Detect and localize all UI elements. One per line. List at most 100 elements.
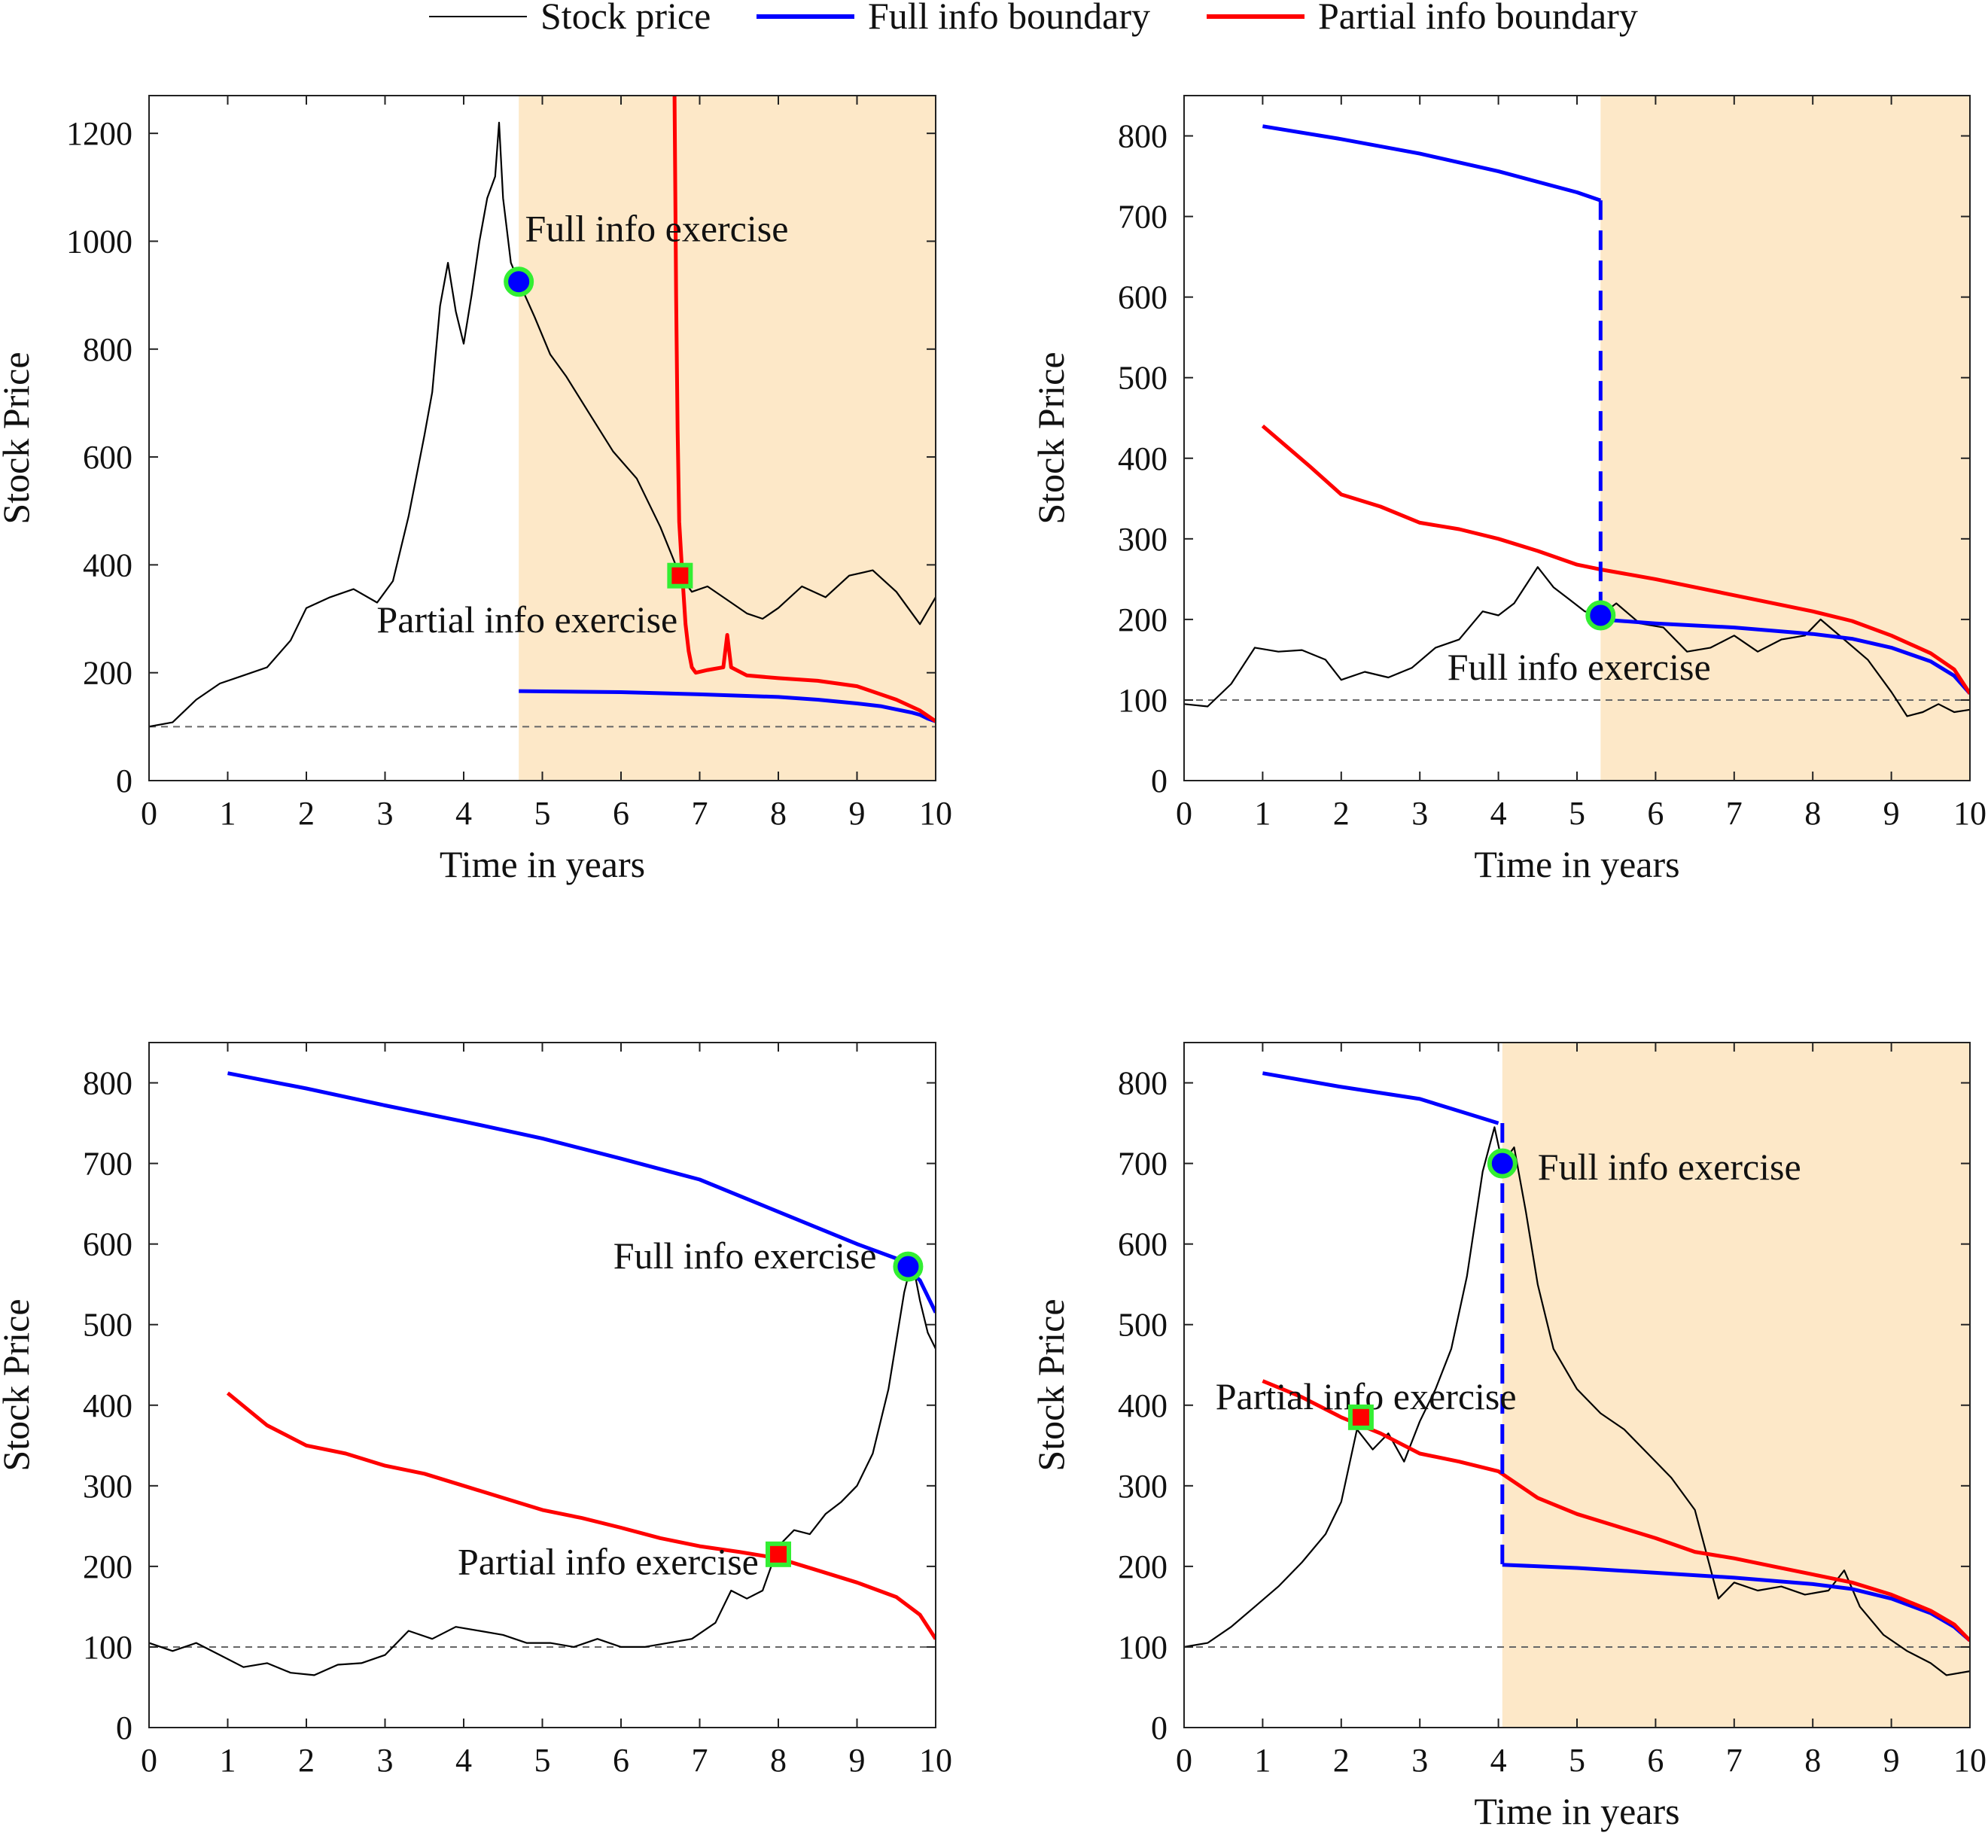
panel-bottom-right: 0 1 2 3 4 5 6 7 8 9 100100200300400500600700800Tim… <box>1030 1042 1986 1832</box>
y-tick-label: 1200 <box>66 115 132 152</box>
panel-bottom-left: 0 1 2 3 4 5 6 7 8 9 100100200300400500600700800Sto… <box>0 1042 952 1779</box>
y-tick-label: 400 <box>83 1387 132 1424</box>
y-tick-label: 500 <box>1118 360 1168 397</box>
y-tick-label: 800 <box>1118 1065 1168 1102</box>
y-tick-label: 700 <box>1118 199 1168 236</box>
panel-top-right: 0 1 2 3 4 5 6 7 8 9 100100200300400500600700800Tim… <box>1030 95 1986 885</box>
y-tick-label: 200 <box>83 655 132 692</box>
y-tick-label: 600 <box>83 1226 132 1263</box>
y-tick-label: 400 <box>1118 1387 1168 1424</box>
annotation-full-info-exercise: Full info exercise <box>525 207 789 249</box>
x-tick-label: 9 <box>1883 795 1900 832</box>
series-full-info-boundary-after <box>1600 617 1970 696</box>
x-axis-label: Time in years <box>1474 843 1679 885</box>
y-tick-label: 100 <box>1118 1629 1168 1666</box>
annotation-partial-info-exercise: Partial info exercise <box>458 1541 759 1583</box>
x-tick-label: 7 <box>1726 795 1743 832</box>
partial-info-exercise-marker <box>667 562 693 589</box>
x-tick-label: 7 <box>692 1742 708 1779</box>
y-tick-label: 800 <box>1118 118 1168 155</box>
full-info-exercise-marker <box>1487 1148 1518 1179</box>
full-info-exercise-marker <box>504 266 534 297</box>
axes-box <box>148 1042 936 1728</box>
series-stock-price <box>149 1259 936 1676</box>
y-axis-label: Stock Price <box>0 1298 37 1471</box>
x-tick-label: 7 <box>692 795 708 832</box>
annotation-full-info-exercise: Full info exercise <box>613 1235 877 1277</box>
x-tick-label: 5 <box>1569 1742 1585 1779</box>
x-tick-label: 4 <box>455 1742 472 1779</box>
shaded-region <box>1600 96 1970 781</box>
x-tick-label: 3 <box>377 1742 394 1779</box>
x-tick-label: 2 <box>1333 795 1350 832</box>
y-tick-label: 0 <box>116 1709 132 1746</box>
y-tick-label: 100 <box>1118 682 1168 719</box>
y-tick-label: 800 <box>83 1065 132 1102</box>
y-tick-label: 200 <box>83 1548 132 1585</box>
x-tick-label: 0 <box>141 795 157 832</box>
x-tick-label: 2 <box>1333 1742 1350 1779</box>
partial-info-exercise-marker <box>1347 1404 1374 1430</box>
x-tick-label: 5 <box>534 795 551 832</box>
annotation-full-info-exercise: Full info exercise <box>1448 646 1711 688</box>
y-axis-label: Stock Price <box>0 352 37 524</box>
legend: Stock price Full info boundary Partial inf… <box>429 0 1638 37</box>
plot-area <box>1184 124 1970 717</box>
x-tick-label: 8 <box>1804 795 1821 832</box>
legend-label-stock-price: Stock price <box>540 0 711 37</box>
y-tick-label: 600 <box>1118 279 1168 316</box>
y-tick-label: 400 <box>1118 440 1168 477</box>
y-tick-label: 300 <box>1118 1468 1168 1505</box>
y-tick-label: 700 <box>83 1146 132 1183</box>
panel-top-left: 0 1 2 3 4 5 6 7 8 9 10 0 200 400 600 800 1000 1200 Time in… <box>0 95 952 885</box>
y-tick-label: 400 <box>83 546 132 583</box>
y-tick-label: 300 <box>83 1468 132 1505</box>
y-tick-label: 600 <box>1118 1226 1168 1263</box>
y-tick-label: 200 <box>1118 601 1168 638</box>
y-axis-label: Stock Price <box>1030 352 1072 524</box>
y-tick-label: 1000 <box>66 223 132 260</box>
x-axis-label: Time in years <box>440 843 645 885</box>
x-tick-label: 2 <box>298 1742 315 1779</box>
x-tick-label: 8 <box>770 1742 787 1779</box>
x-tick-label: 9 <box>849 795 866 832</box>
shaded-region <box>519 96 936 781</box>
annotation-full-info-exercise: Full info exercise <box>1538 1146 1801 1188</box>
y-tick-label: 600 <box>83 439 132 476</box>
x-tick-label: 3 <box>1411 795 1428 832</box>
x-tick-label: 4 <box>1490 1742 1507 1779</box>
y-tick-label: 500 <box>1118 1307 1168 1344</box>
x-tick-label: 1 <box>220 1742 236 1779</box>
x-tick-label: 8 <box>770 795 787 832</box>
series-partial-info-boundary <box>672 96 936 723</box>
legend-label-partial-info-boundary: Partial info boundary <box>1318 0 1638 37</box>
x-tick-label: 1 <box>1254 1742 1271 1779</box>
y-tick-label: 0 <box>116 763 132 799</box>
x-tick-label: 10 <box>919 1742 952 1779</box>
x-tick-label: 10 <box>919 795 952 832</box>
partial-info-exercise-marker <box>766 1541 791 1567</box>
x-tick-label: 7 <box>1726 1742 1743 1779</box>
x-tick-label: 6 <box>1647 795 1664 832</box>
x-tick-label: 4 <box>1490 795 1507 832</box>
x-tick-label: 2 <box>298 795 315 832</box>
shaded-region <box>1502 1043 1970 1728</box>
plot-area <box>1184 1071 1970 1676</box>
x-tick-label: 0 <box>141 1742 157 1779</box>
y-tick-label: 800 <box>83 331 132 368</box>
x-tick-label: 6 <box>613 1742 629 1779</box>
y-tick-label: 500 <box>83 1307 132 1344</box>
y-axis-label: Stock Price <box>1030 1298 1072 1471</box>
x-tick-label: 1 <box>220 795 236 832</box>
series-full-info-boundary <box>1262 124 1602 202</box>
x-tick-label: 0 <box>1176 1742 1192 1779</box>
y-tick-label: 200 <box>1118 1548 1168 1585</box>
full-info-exercise-marker <box>1585 600 1616 631</box>
x-tick-label: 9 <box>849 1742 866 1779</box>
series-full-info-boundary <box>227 1071 936 1314</box>
y-tick-label: 0 <box>1151 1709 1168 1746</box>
legend-label-full-info-boundary: Full info boundary <box>868 0 1150 37</box>
plot-area <box>149 96 936 728</box>
series-stock-price <box>149 121 936 728</box>
